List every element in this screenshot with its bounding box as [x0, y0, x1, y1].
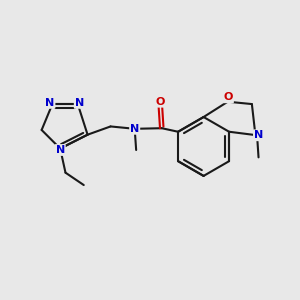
- Text: N: N: [45, 98, 55, 108]
- Text: N: N: [130, 124, 139, 134]
- Text: O: O: [224, 92, 233, 102]
- Text: N: N: [254, 130, 263, 140]
- Text: O: O: [156, 97, 165, 107]
- Text: N: N: [56, 145, 65, 155]
- Text: N: N: [75, 98, 84, 108]
